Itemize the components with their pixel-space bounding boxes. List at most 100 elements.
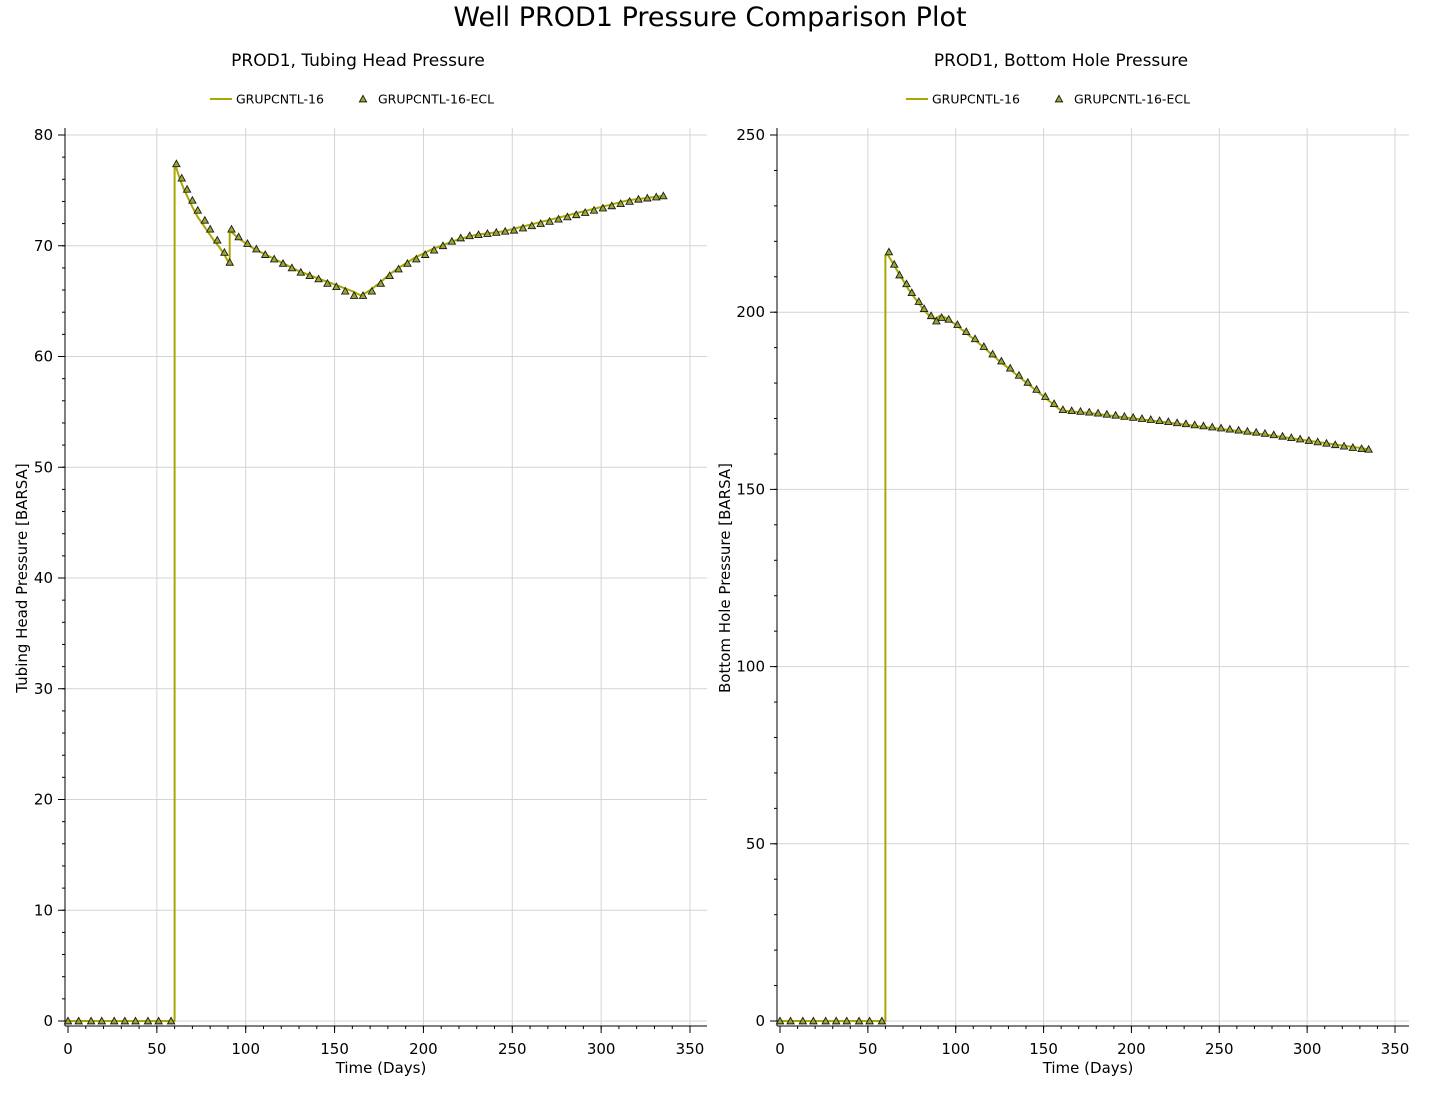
chart-0-data-point (182, 184, 192, 193)
chart-1-data-point (1111, 410, 1120, 419)
chart-1-data-point (997, 356, 1006, 365)
chart-0-data-point (212, 235, 222, 244)
chart-0-data-point (500, 226, 510, 235)
chart-0-y-tick-label: 50 (34, 458, 53, 476)
chart-0-data-point (109, 1016, 119, 1025)
chart-1-data-point (902, 279, 911, 288)
chart-1-data-point (1234, 425, 1243, 434)
chart-1-data-point (1243, 426, 1252, 435)
chart-0-data-point (438, 241, 448, 250)
chart-1-x-axis-label: Time (Days) (1042, 1059, 1134, 1077)
chart-1-x-tick-label: 300 (1293, 1040, 1322, 1058)
chart-0-data-point (465, 231, 474, 240)
chart-0-data-point (200, 215, 210, 224)
chart-0-data-point (411, 254, 421, 263)
chart-1-data-point (1146, 415, 1156, 423)
chart-1-legend-label: GRUPCNTL-16-ECL (1074, 92, 1190, 107)
chart-0-x-tick-label: 0 (63, 1040, 73, 1058)
chart-0-data-point (607, 201, 617, 210)
chart-0-x-tick-label: 350 (676, 1040, 705, 1058)
chart-0-x-tick-label: 50 (147, 1040, 166, 1058)
chart-0-x-tick-label: 300 (587, 1040, 616, 1058)
chart-1-data-point (907, 288, 917, 297)
chart-1-title: PROD1, Bottom Hole Pressure (934, 51, 1188, 71)
chart-0-data-point (536, 219, 546, 227)
chart-0-data-point (120, 1016, 130, 1025)
chart-1-data-point (914, 297, 924, 305)
chart-0-data-point (331, 282, 341, 291)
chart-0-data-point (358, 291, 368, 299)
chart-0-data-point (518, 223, 528, 232)
chart-0-x-tick-label: 150 (320, 1040, 349, 1058)
chart-1-gridlines (777, 128, 1409, 1026)
chart-0-legend-label: GRUPCNTL-16 (236, 92, 324, 107)
chart-0-data-point (563, 212, 572, 221)
chart-0-data-point (278, 258, 288, 267)
chart-1-data-point (1357, 444, 1366, 452)
chart-1-data-point (1049, 399, 1059, 407)
chart-1-legend-marker-swatch (1054, 94, 1064, 103)
chart-1-data-point (1005, 363, 1015, 372)
chart-0-data-point (367, 286, 377, 295)
chart-1-data-point (1102, 409, 1112, 418)
chart-0-data-point (97, 1016, 107, 1025)
chart-1-data-point (884, 247, 894, 256)
chart-0-data-point (545, 216, 554, 225)
chart-1-data-point (1128, 412, 1138, 421)
chart-0-y-tick-label: 20 (34, 791, 53, 809)
chart-0-x-axis-label: Time (Days) (335, 1059, 427, 1077)
chart-1-data-point (1190, 420, 1200, 429)
chart-0-data-point (376, 278, 386, 287)
chart-0-data-point (658, 191, 668, 200)
chart-0-x-tick-label: 200 (409, 1040, 438, 1058)
chart-0-data-point (305, 271, 315, 279)
chart-1-data-point (877, 1016, 887, 1025)
chart-0-data-point (296, 267, 306, 276)
chart-1-data-point (1286, 433, 1296, 441)
chart-0-data-point (234, 232, 243, 241)
chart-0-data-point (287, 263, 297, 272)
chart-0-data-point (188, 195, 197, 204)
chart-1-data-point (961, 327, 971, 336)
chart-1-data-point (1304, 435, 1314, 444)
chart-0-data-point (483, 229, 492, 237)
chart-0-data-point (154, 1016, 163, 1025)
chart-0-data-point (166, 1016, 176, 1025)
chart-0-gridlines (65, 128, 707, 1026)
chart-0-data-point (349, 291, 359, 299)
chart-0-data-point (220, 247, 229, 256)
chart-0-data-point (177, 173, 187, 182)
chart-0-y-tick-label: 10 (34, 901, 53, 919)
chart-0-y-tick-label: 0 (43, 1012, 53, 1030)
chart-0-data-point (634, 194, 643, 203)
chart-1-data-point (842, 1016, 852, 1025)
chart-0-data-point (447, 236, 457, 245)
chart-0-data-point (394, 264, 403, 273)
chart-0-data-point (642, 193, 652, 202)
chart-0-data-point (227, 224, 236, 233)
chart-0-data-point (131, 1016, 140, 1025)
chart-0-data-point (527, 221, 537, 230)
chart-1-data-point (953, 320, 962, 328)
chart-1-data-point (1313, 437, 1323, 446)
chart-0-data-point (269, 254, 279, 263)
chart-1-data-point (1216, 423, 1226, 432)
chart-1-data-point (775, 1016, 785, 1025)
chart-0-data-point (86, 1016, 96, 1025)
chart-0-y-tick-label: 60 (34, 348, 53, 366)
chart-0-data-point (474, 230, 483, 239)
chart-1-x-tick-label: 200 (1117, 1040, 1146, 1058)
chart-1-data-point (1269, 430, 1279, 439)
chart-0-y-axis-label: Tubing Head Pressure [BARSA] (13, 463, 31, 693)
chart-1-data-point (979, 342, 989, 350)
chart-0-data-point (420, 250, 430, 258)
chart-1-x-tick-label: 150 (1029, 1040, 1058, 1058)
chart-1-series-markers (775, 247, 1374, 1025)
chart-1-x-tick-label: 250 (1205, 1040, 1234, 1058)
chart-1-x-tick-label: 350 (1381, 1040, 1410, 1058)
chart-0-data-point (554, 214, 563, 223)
chart-1-y-tick-label: 50 (746, 835, 765, 853)
chart-0-data-point (429, 245, 439, 254)
chart-0-data-point (252, 244, 261, 253)
